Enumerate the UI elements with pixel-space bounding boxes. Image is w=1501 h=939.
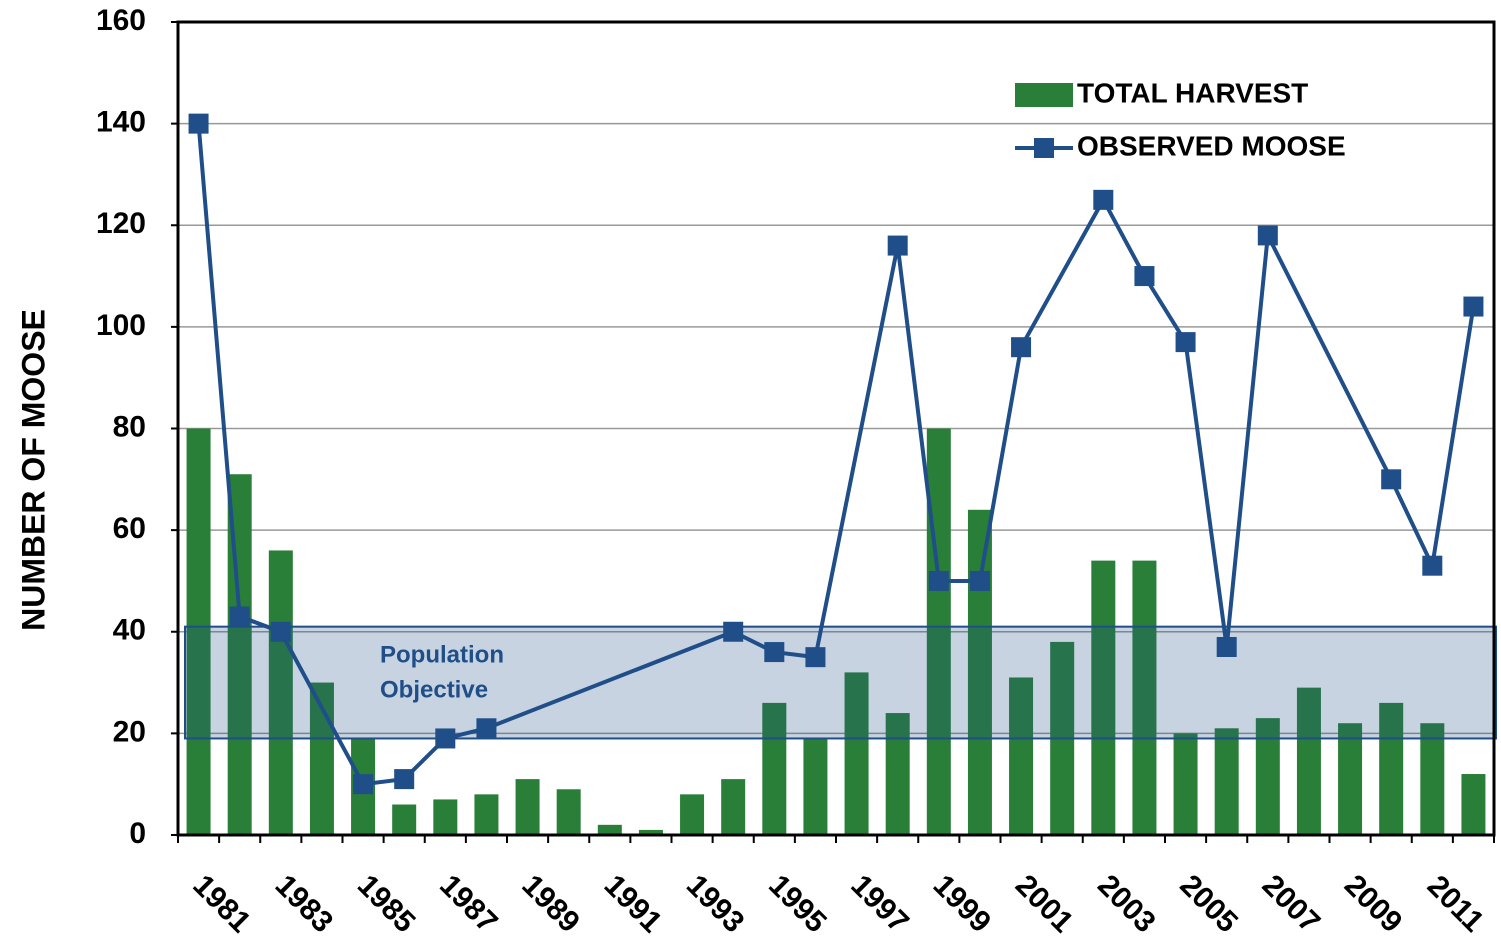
bar xyxy=(721,779,746,835)
x-tick-label: 1989 xyxy=(515,869,586,939)
bar xyxy=(1296,687,1321,835)
band-label: Population xyxy=(380,641,504,668)
y-tick-label: 100 xyxy=(96,309,146,342)
y-tick-label: 40 xyxy=(113,614,146,647)
y-tick-label: 140 xyxy=(96,106,146,139)
marker xyxy=(1381,469,1402,490)
marker xyxy=(1093,189,1114,210)
bar xyxy=(1091,560,1116,835)
marker xyxy=(229,606,250,627)
x-tick-label: 2003 xyxy=(1091,869,1162,939)
y-tick-label: 60 xyxy=(113,512,146,545)
bar xyxy=(1461,774,1486,835)
bar xyxy=(803,738,828,835)
x-tick-label: 2009 xyxy=(1338,869,1409,939)
marker xyxy=(1134,266,1155,287)
bar xyxy=(680,794,705,835)
marker xyxy=(1422,555,1443,576)
marker xyxy=(764,642,785,663)
x-tick-label: 1985 xyxy=(351,869,422,939)
bar xyxy=(926,428,951,835)
y-tick-label: 160 xyxy=(96,4,146,37)
y-tick-label: 20 xyxy=(113,715,146,748)
bar xyxy=(186,428,211,835)
bar xyxy=(474,794,499,835)
marker xyxy=(394,769,415,790)
bar xyxy=(1132,560,1157,835)
x-tick-label: 1997 xyxy=(844,869,915,939)
legend-swatch xyxy=(1015,83,1073,107)
marker xyxy=(1463,296,1484,317)
x-tick-label: 1981 xyxy=(186,869,257,939)
bar xyxy=(1173,733,1198,835)
x-tick-label: 1993 xyxy=(680,869,751,939)
marker xyxy=(1257,225,1278,246)
x-tick-label: 2005 xyxy=(1173,869,1244,939)
x-tick-label: 2001 xyxy=(1009,869,1080,939)
x-tick-label: 1983 xyxy=(269,869,340,939)
x-tick-label: 1999 xyxy=(927,869,998,939)
bar xyxy=(844,672,869,835)
x-tick-label: 1987 xyxy=(433,869,504,939)
marker xyxy=(476,718,497,739)
y-tick-label: 80 xyxy=(113,410,146,443)
bar xyxy=(1214,728,1239,835)
legend-label: OBSERVED MOOSE xyxy=(1077,130,1346,161)
x-tick-label: 2007 xyxy=(1256,869,1327,939)
bar xyxy=(597,824,622,835)
marker xyxy=(270,621,291,642)
marker xyxy=(969,570,990,591)
marker xyxy=(188,113,209,134)
legend-marker xyxy=(1034,138,1054,158)
bar xyxy=(762,702,787,835)
marker xyxy=(805,647,826,668)
bar xyxy=(1420,723,1445,835)
x-tick-label: 1991 xyxy=(598,869,669,939)
bar xyxy=(1009,677,1034,835)
marker xyxy=(928,570,949,591)
bar xyxy=(268,550,293,835)
marker xyxy=(723,621,744,642)
bar xyxy=(515,779,540,835)
bar xyxy=(885,713,910,835)
bar xyxy=(556,789,581,835)
y-axis-label: NUMBER OF MOOSE xyxy=(15,309,51,631)
marker xyxy=(353,774,374,795)
bar xyxy=(638,829,663,835)
marker xyxy=(1175,332,1196,353)
bar xyxy=(1338,723,1363,835)
objective-band xyxy=(184,625,1497,740)
bar xyxy=(967,509,992,835)
x-tick-label: 2011 xyxy=(1421,869,1490,938)
band-label: Objective xyxy=(380,676,488,703)
bar xyxy=(1379,702,1404,835)
legend-label: TOTAL HARVEST xyxy=(1077,77,1308,108)
bar xyxy=(392,804,417,835)
line xyxy=(196,123,1476,787)
marker xyxy=(1011,337,1032,358)
y-tick-label: 120 xyxy=(96,207,146,240)
marker xyxy=(887,235,908,256)
y-tick-label: 0 xyxy=(129,817,146,850)
x-tick-label: 1995 xyxy=(762,869,833,939)
bar xyxy=(433,799,458,835)
marker xyxy=(1216,636,1237,657)
marker xyxy=(435,728,456,749)
